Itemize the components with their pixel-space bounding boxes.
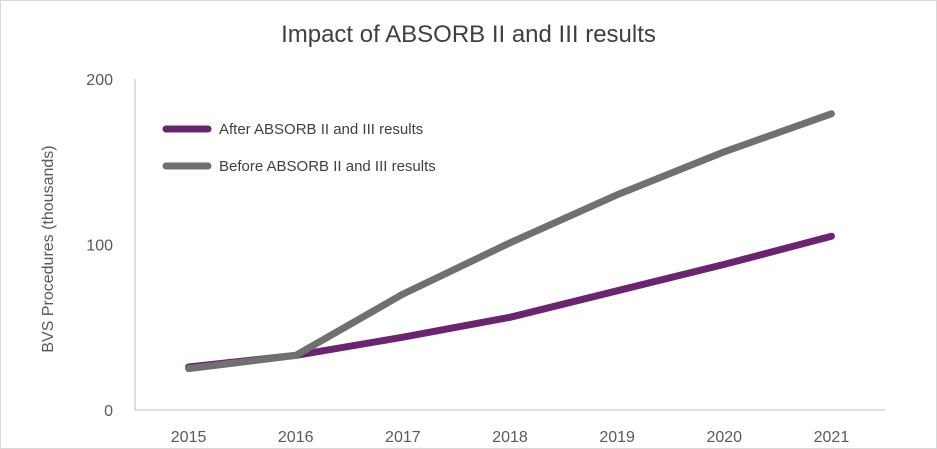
x-tick-label: 2016 (278, 429, 314, 446)
x-tick-label: 2020 (706, 429, 742, 446)
chart-title: Impact of ABSORB II and III results (281, 21, 656, 48)
x-tick-label: 2017 (385, 429, 421, 446)
x-tick-label: 2018 (492, 429, 528, 446)
y-tick-label: 0 (104, 403, 113, 420)
y-tick-label: 200 (86, 72, 113, 89)
x-tick-label: 2019 (599, 429, 635, 446)
x-tick-label: 2021 (814, 429, 850, 446)
legend-label-0: After ABSORB II and III results (219, 121, 423, 138)
series-line-1 (185, 110, 835, 373)
y-tick-label: 100 (86, 238, 113, 255)
legend-label-1: Before ABSORB II and III results (219, 158, 436, 175)
series-line-0 (185, 232, 835, 371)
x-tick-label: 2015 (171, 429, 207, 446)
